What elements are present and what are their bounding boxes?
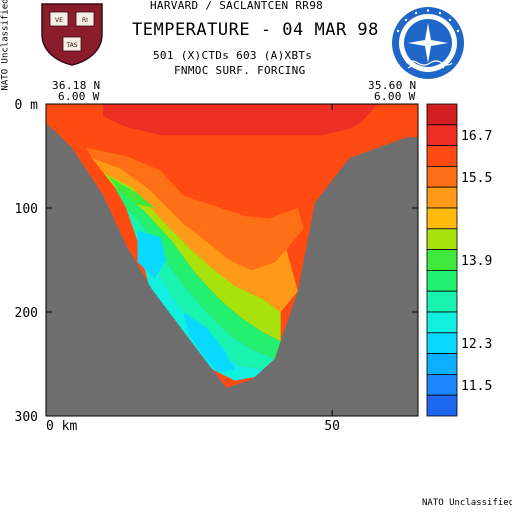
right-end-latitude: 35.60 N	[368, 79, 417, 92]
temperature-region	[137, 241, 264, 381]
colorbar-swatch	[426, 373, 458, 396]
colorbar-swatch	[426, 353, 458, 375]
colorbar-swatch	[426, 249, 458, 271]
colorbar-label: 13.9	[461, 254, 492, 269]
observation-counts: 501 (X)CTDs 603 (A)XBTs	[153, 49, 313, 62]
colorbar-label: 11.5	[461, 379, 492, 394]
temperature-region	[114, 187, 281, 359]
colorbar-swatch	[426, 186, 458, 209]
temperature-region	[183, 312, 235, 373]
x-tick-label: 0 km	[46, 419, 77, 434]
colorbar-swatch	[426, 145, 458, 167]
forcing-label: FNMOC SURF. FORCING	[174, 64, 306, 77]
header-line1: HARVARD / SACLANTCEN RR98	[150, 0, 324, 12]
shield-letters-ri: RI	[82, 17, 88, 24]
temperature-region	[137, 230, 167, 279]
left-end-latitude: 36.18 N	[52, 79, 101, 92]
x-tick-label: 50	[324, 419, 340, 434]
colorbar-label: 16.7	[461, 129, 492, 144]
temperature-region	[91, 158, 298, 312]
colorbar-swatch	[426, 228, 458, 251]
y-tick-label: 0 m	[15, 98, 39, 113]
colorbar-swatch	[426, 103, 458, 126]
axis-ticks: 0 m 100 200 300 0 km 50	[15, 98, 418, 434]
temperature-regions	[46, 104, 418, 416]
plot-frame	[45, 103, 419, 417]
temperature-region	[126, 208, 275, 370]
temperature-region	[103, 104, 378, 136]
colorbar-swatch	[426, 207, 458, 230]
left-end-longitude: 6.00 W	[58, 90, 100, 103]
colorbar-swatch	[426, 332, 458, 354]
colorbar-swatch	[426, 394, 458, 417]
harvard-shield-logo: VE RI TAS	[40, 2, 104, 66]
colorbar-label: 15.5	[461, 171, 492, 186]
nato-seal-logo	[390, 5, 466, 81]
y-tick-label: 200	[15, 306, 38, 321]
temperature-region	[108, 176, 155, 208]
colorbar-swatch	[426, 124, 458, 147]
colorbar-swatch	[426, 311, 458, 334]
colorbar: 16.7 15.5 13.9 12.3 11.5	[426, 103, 492, 417]
seafloor	[46, 122, 418, 416]
y-tick-label: 100	[15, 202, 38, 217]
colorbar-swatch	[426, 165, 458, 188]
temperature-region	[103, 172, 281, 342]
right-end-longitude: 6.00 W	[374, 90, 416, 103]
colorbar-swatch	[426, 269, 458, 292]
colorbar-label: 12.3	[461, 337, 492, 352]
temperature-region	[86, 147, 304, 271]
bottom-classification: NATO Unclassified	[422, 498, 512, 508]
shield-letters-tas: TAS	[65, 42, 77, 49]
y-tick-label: 300	[15, 410, 38, 425]
shield-letters-ve: VE	[55, 17, 63, 24]
chart-title: TEMPERATURE - 04 MAR 98	[132, 20, 379, 40]
colorbar-swatch	[426, 290, 458, 313]
